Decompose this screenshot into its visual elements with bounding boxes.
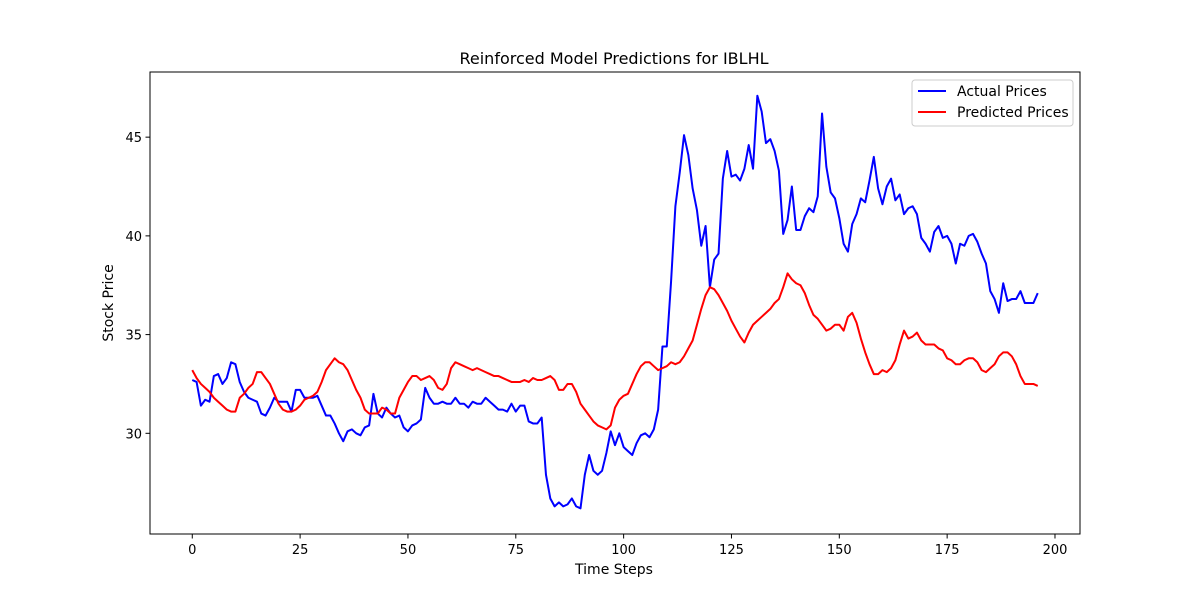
legend: Actual Prices Predicted Prices	[911, 79, 1074, 127]
series-line-predicted	[191, 272, 1039, 431]
series-line-actual	[191, 94, 1039, 510]
series-layer	[191, 94, 1039, 510]
x-tick-label: 75	[508, 543, 525, 558]
x-tick-label: 200	[1043, 543, 1068, 558]
x-tick-label: 0	[188, 543, 196, 558]
y-axis-label: Stock Price	[101, 264, 117, 341]
chart-title: Reinforced Model Predictions for IBLHL	[459, 49, 768, 68]
legend-label-predicted: Predicted Prices	[957, 105, 1069, 121]
x-tick-label: 175	[935, 543, 960, 558]
y-axis-ticks: 30 35 40 45	[125, 131, 150, 442]
y-tick-label: 40	[125, 230, 142, 245]
legend-box	[911, 79, 1074, 127]
legend-label-actual: Actual Prices	[957, 84, 1047, 100]
y-tick-label: 30	[125, 427, 142, 442]
x-tick-label: 150	[827, 543, 852, 558]
x-axis-label: Time Steps	[574, 562, 653, 578]
plot-frame	[149, 71, 1081, 535]
x-tick-label: 50	[400, 543, 417, 558]
x-axis-ticks: 0 25 50 75 100 125 150 175 200	[188, 534, 1067, 558]
x-tick-label: 25	[292, 543, 309, 558]
y-tick-label: 35	[125, 329, 142, 344]
x-tick-label: 125	[719, 543, 744, 558]
x-tick-label: 100	[611, 543, 636, 558]
y-tick-label: 45	[125, 131, 142, 146]
